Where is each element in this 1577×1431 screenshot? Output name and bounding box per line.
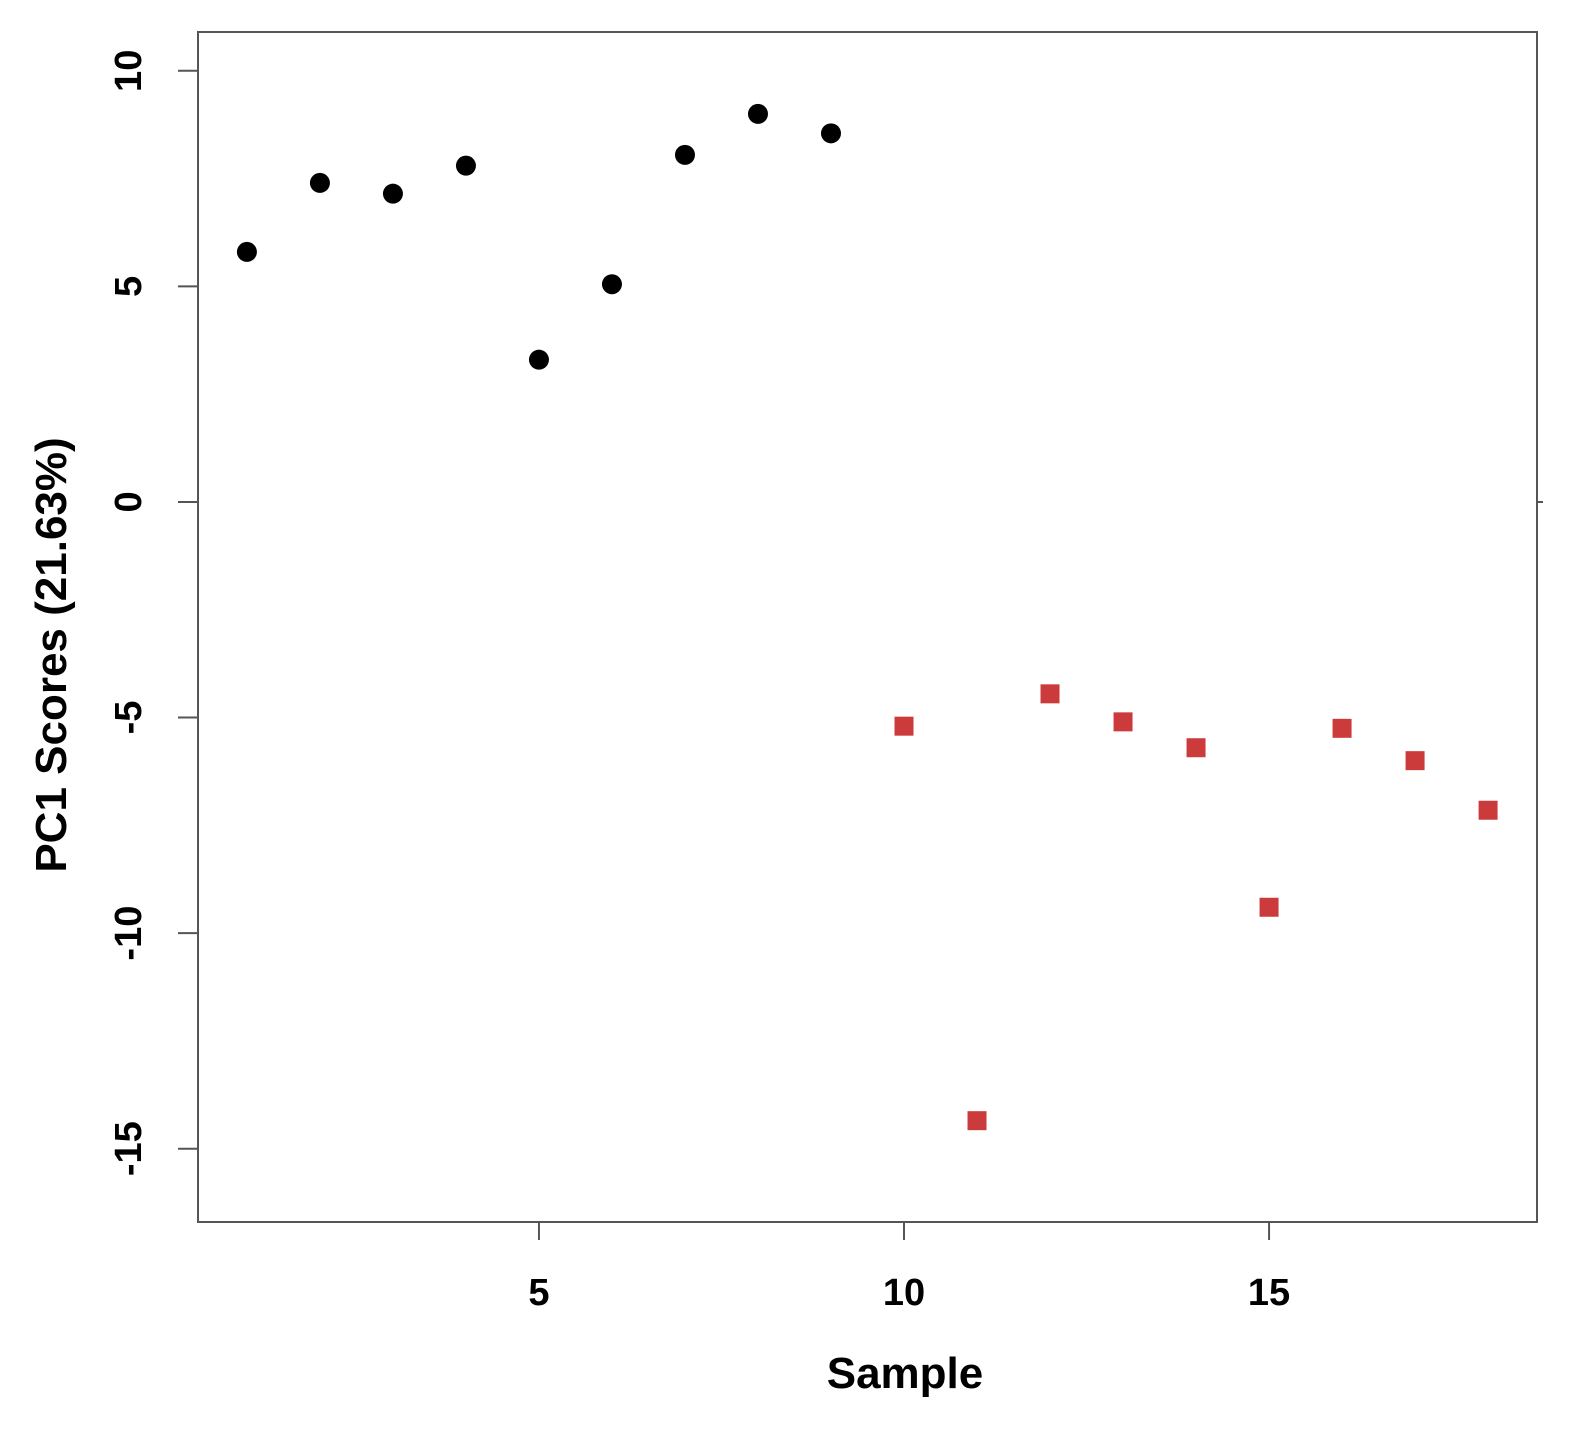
data-point-series-1 bbox=[820, 123, 841, 144]
x-axis-ticks: 5 10 15 bbox=[528, 1222, 1290, 1314]
data-point-series-2 bbox=[1259, 897, 1279, 917]
data-point-series-2 bbox=[1113, 712, 1133, 732]
y-tick-label: 5 bbox=[108, 276, 150, 297]
data-point-series-1 bbox=[382, 183, 403, 204]
y-tick-label: -10 bbox=[108, 906, 150, 961]
y-axis-ticks: 10 5 0 -5 -10 -15 bbox=[108, 50, 198, 1176]
x-tick-label: 5 bbox=[528, 1272, 549, 1314]
data-point-series-1 bbox=[528, 349, 549, 370]
data-point-series-2 bbox=[1186, 738, 1206, 758]
data-point-series-2 bbox=[1332, 718, 1352, 738]
data-point-series-2 bbox=[1405, 751, 1425, 771]
y-tick-label: 0 bbox=[108, 491, 150, 512]
data-point-series-1 bbox=[747, 103, 768, 124]
y-tick-label: 10 bbox=[108, 50, 150, 92]
x-tick-label: 10 bbox=[883, 1272, 925, 1314]
data-point-series-1 bbox=[236, 241, 257, 262]
data-point-series-2 bbox=[1478, 800, 1498, 820]
data-point-series-2 bbox=[894, 716, 914, 736]
data-point-series-2 bbox=[1040, 684, 1060, 704]
data-point-series-1 bbox=[309, 172, 330, 193]
x-axis-title: Sample bbox=[827, 1349, 984, 1398]
data-point-series-1 bbox=[674, 144, 695, 165]
data-point-series-2 bbox=[967, 1111, 987, 1131]
y-tick-label: -15 bbox=[108, 1121, 150, 1176]
data-points bbox=[236, 103, 1498, 1131]
y-axis-title: PC1 Scores (21.63%) bbox=[27, 437, 76, 872]
data-point-series-1 bbox=[601, 274, 622, 295]
y-tick-label: -5 bbox=[108, 701, 150, 735]
x-tick-label: 15 bbox=[1248, 1272, 1290, 1314]
plot-frame bbox=[197, 31, 1538, 1223]
data-point-series-1 bbox=[455, 155, 476, 176]
